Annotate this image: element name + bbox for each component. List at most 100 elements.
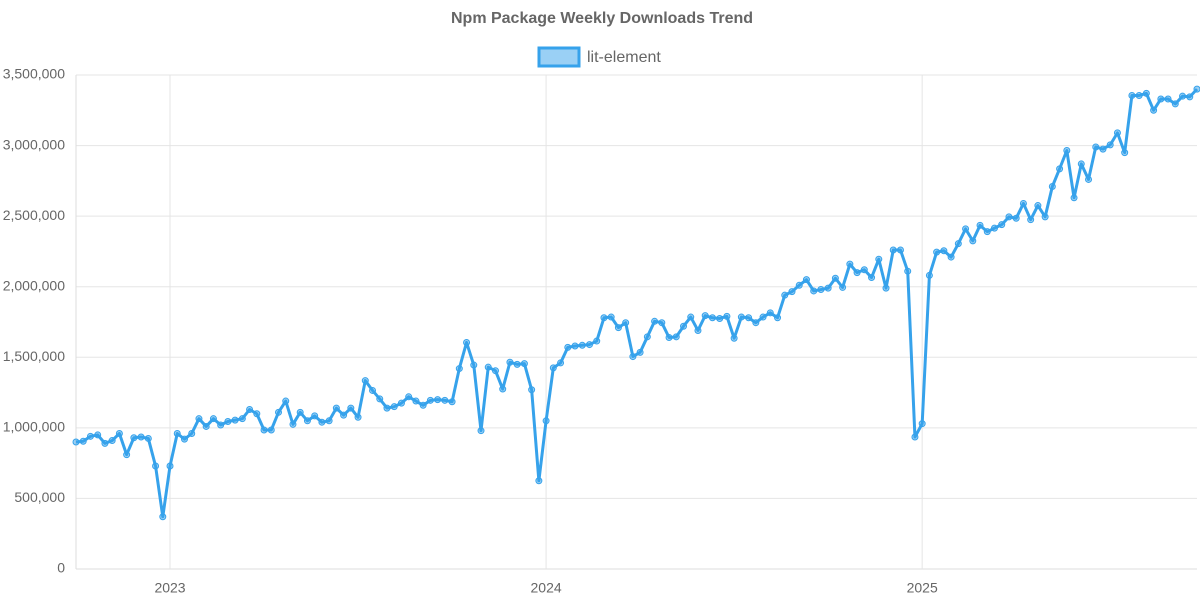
- data-point: [788, 288, 796, 296]
- data-point: [217, 421, 225, 429]
- chart-title: Npm Package Weekly Downloads Trend: [451, 10, 753, 27]
- y-tick-label: 3,000,000: [3, 136, 65, 152]
- data-point: [513, 360, 521, 368]
- data-point: [759, 313, 767, 321]
- x-tick-label: 2024: [531, 580, 562, 596]
- data-point: [152, 462, 160, 470]
- y-tick-label: 2,500,000: [3, 207, 65, 223]
- data-point: [802, 276, 810, 284]
- data-point: [180, 435, 188, 443]
- data-point: [94, 431, 102, 439]
- data-point: [918, 420, 926, 428]
- data-point: [593, 337, 601, 345]
- data-point: [839, 283, 847, 291]
- data-point: [889, 246, 897, 254]
- data-point: [144, 434, 152, 442]
- data-point: [535, 477, 543, 485]
- x-tick-label: 2023: [154, 580, 185, 596]
- data-point: [716, 314, 724, 322]
- data-point: [238, 415, 246, 423]
- data-point: [275, 408, 283, 416]
- legend-swatch: [537, 46, 581, 68]
- data-point: [166, 462, 174, 470]
- data-point: [231, 416, 239, 424]
- data-point: [1157, 95, 1165, 103]
- data-point: [824, 284, 832, 292]
- data-point: [1099, 145, 1107, 153]
- y-tick-label: 0: [57, 560, 65, 576]
- data-point: [571, 342, 579, 350]
- data-point: [1186, 93, 1194, 101]
- data-point: [1193, 85, 1200, 93]
- data-point: [455, 365, 463, 373]
- data-point: [253, 410, 261, 418]
- data-point: [376, 395, 384, 403]
- data-point: [730, 334, 738, 342]
- data-point: [209, 415, 217, 423]
- data-point: [318, 418, 326, 426]
- data-point: [925, 271, 933, 279]
- data-point: [1027, 216, 1035, 224]
- data-point: [636, 348, 644, 356]
- data-point: [831, 274, 839, 282]
- data-point: [188, 430, 196, 438]
- data-point: [528, 386, 536, 394]
- data-point: [115, 430, 123, 438]
- data-point: [441, 396, 449, 404]
- data-point: [390, 403, 398, 411]
- data-point: [607, 313, 615, 321]
- data-point: [325, 417, 333, 425]
- data-point: [990, 224, 998, 232]
- data-point: [101, 439, 109, 447]
- data-point: [564, 343, 572, 351]
- data-point: [311, 412, 319, 420]
- data-point: [1121, 149, 1129, 157]
- data-point: [904, 267, 912, 275]
- data-point: [1056, 165, 1064, 173]
- data-point: [361, 377, 369, 385]
- data-point: [1048, 183, 1056, 191]
- data-point: [962, 225, 970, 233]
- data-point: [484, 363, 492, 371]
- data-point: [246, 406, 254, 414]
- data-point: [585, 341, 593, 349]
- data-point: [933, 248, 941, 256]
- data-point: [737, 313, 745, 321]
- data-point: [680, 322, 688, 330]
- data-point: [651, 317, 659, 325]
- data-point: [260, 426, 268, 434]
- data-point: [434, 396, 442, 404]
- data-point: [853, 269, 861, 277]
- data-point: [658, 319, 666, 327]
- data-point: [1019, 199, 1027, 207]
- series-line: [75, 88, 1199, 519]
- data-point: [1092, 143, 1100, 151]
- data-point: [687, 313, 695, 321]
- data-point: [1113, 129, 1121, 137]
- data-point: [752, 319, 760, 327]
- data-point: [86, 432, 94, 440]
- data-point: [1171, 100, 1179, 108]
- data-point: [1005, 213, 1013, 221]
- data-point: [911, 433, 919, 441]
- data-point: [614, 324, 622, 332]
- data-point: [723, 312, 731, 320]
- data-point: [643, 333, 651, 341]
- data-point: [622, 319, 630, 327]
- data-point: [397, 399, 405, 407]
- data-point: [860, 266, 868, 274]
- data-point: [1142, 89, 1150, 97]
- data-point: [303, 417, 311, 425]
- data-point: [846, 260, 854, 268]
- data-point: [332, 404, 340, 412]
- data-point: [665, 334, 673, 342]
- data-point: [882, 284, 890, 292]
- data-point: [224, 418, 232, 426]
- data-point: [108, 437, 116, 445]
- data-point: [896, 246, 904, 254]
- data-point: [289, 420, 297, 428]
- data-point: [976, 221, 984, 229]
- data-point: [448, 398, 456, 406]
- data-point: [282, 397, 290, 405]
- data-point: [347, 404, 355, 412]
